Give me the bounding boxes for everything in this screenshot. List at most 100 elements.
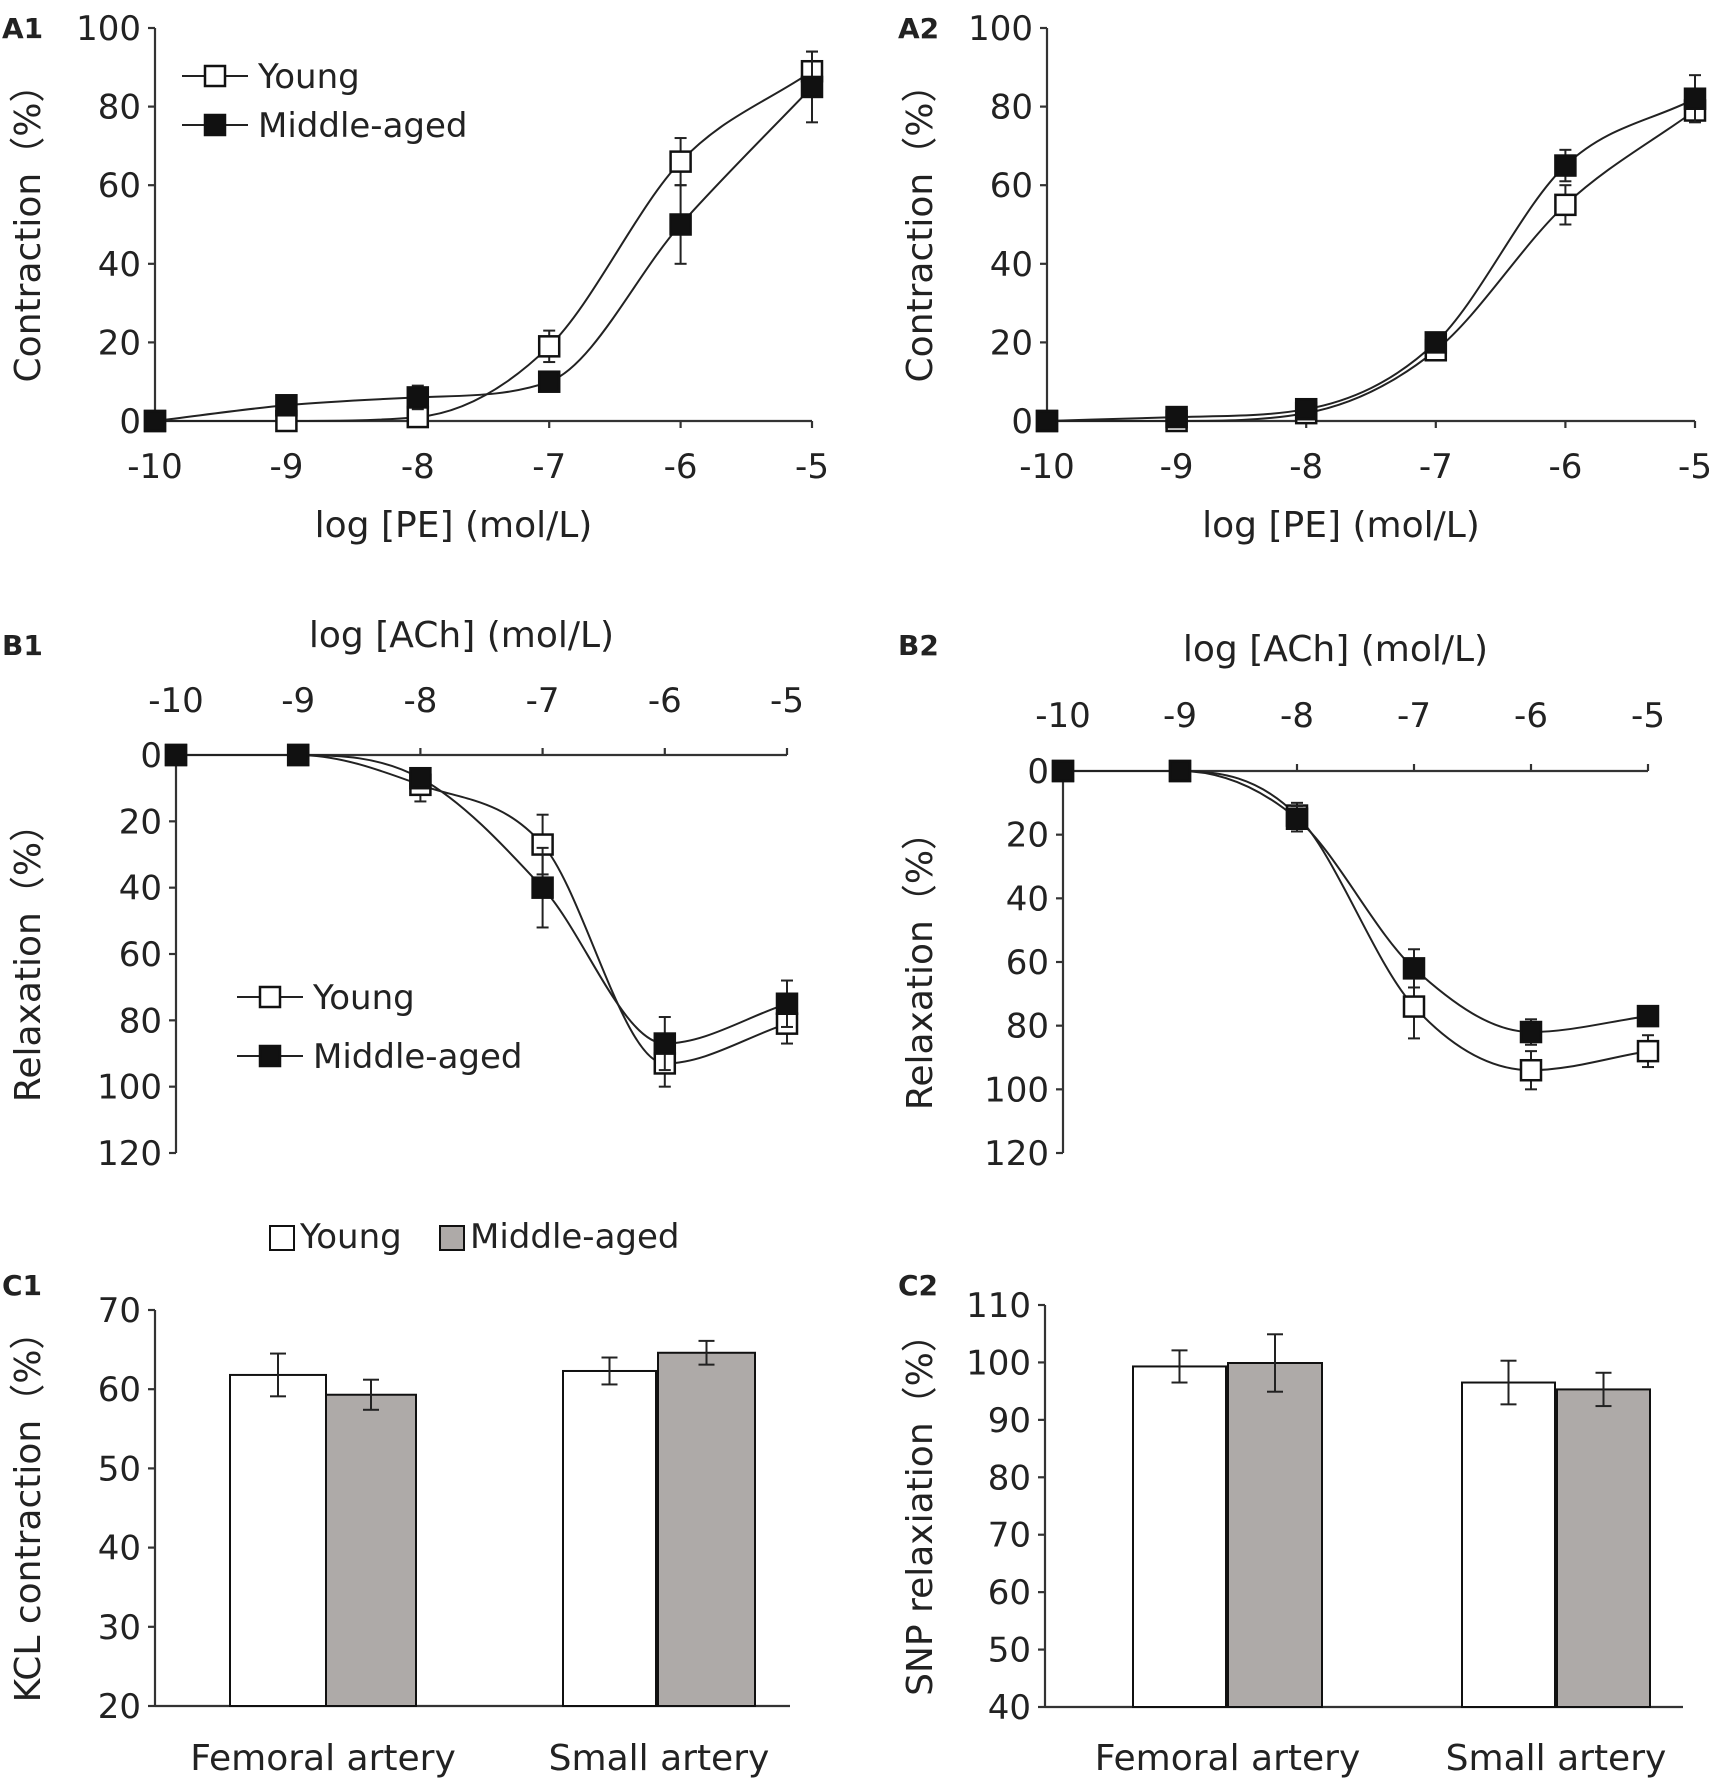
x-tick-label: -6 bbox=[648, 681, 682, 721]
x-tick-label: -7 bbox=[532, 447, 566, 487]
bar-middle-aged bbox=[657, 1351, 756, 1707]
panel-label-B1: B1 bbox=[2, 629, 43, 662]
chart-B2: B2 0 20 40 60 80 100 120 -10 -9 -8 -7 -6 -5 log [ACh] … bbox=[898, 629, 1665, 1174]
data-point bbox=[1285, 807, 1309, 830]
series-middle-aged bbox=[143, 50, 824, 433]
y-tick-label: 100 bbox=[76, 9, 141, 49]
x-tick-label: -9 bbox=[1163, 696, 1197, 736]
series-curve bbox=[176, 753, 788, 1065]
panel-label-C1: C1 bbox=[2, 1269, 42, 1302]
legend-label: Middle-aged bbox=[470, 1217, 680, 1257]
series-middle-aged bbox=[1035, 74, 1707, 433]
data-point bbox=[653, 1032, 677, 1055]
legend-label: Young bbox=[257, 57, 360, 97]
y-tick-label: 0 bbox=[140, 736, 162, 776]
y-tick-label: 110 bbox=[966, 1286, 1031, 1326]
data-point bbox=[1519, 1020, 1543, 1044]
y-tick-label: 0 bbox=[1027, 752, 1049, 792]
bar-young bbox=[562, 1369, 657, 1707]
y-tick-label: 60 bbox=[98, 166, 141, 206]
legend-label: Young bbox=[299, 1217, 402, 1257]
x-tick-label: -8 bbox=[1289, 447, 1323, 487]
series-middle-aged bbox=[1051, 759, 1660, 1046]
data-point bbox=[164, 743, 188, 767]
data-point bbox=[1636, 1004, 1660, 1028]
x-tick-label: -10 bbox=[127, 447, 183, 487]
series-young bbox=[164, 743, 799, 1088]
bar-young bbox=[1132, 1365, 1227, 1709]
legend-C1: Young Middle-aged bbox=[269, 1217, 680, 1257]
legend-B1: Young Middle-aged bbox=[237, 978, 523, 1077]
chart-A2: A2 0 20 40 60 80 100 -10 -9 -8 -7 -6 -5 log [PE] (mol… bbox=[898, 9, 1712, 546]
y-tick-label: 20 bbox=[990, 323, 1033, 363]
x-tick-label: -5 bbox=[770, 681, 804, 721]
panel-label-B2: B2 bbox=[898, 629, 939, 662]
y-tick-label: 60 bbox=[98, 1370, 141, 1410]
data-point bbox=[1035, 409, 1059, 433]
x-tick-label: -9 bbox=[281, 681, 315, 721]
data-point bbox=[275, 394, 298, 417]
y-tick-label: 40 bbox=[98, 245, 141, 285]
x-axis-label-B1: log [ACh] (mol/L) bbox=[309, 615, 614, 656]
x-tick-label: -7 bbox=[1397, 696, 1431, 736]
data-point bbox=[1554, 154, 1577, 177]
x-tick-label: -5 bbox=[1631, 696, 1665, 736]
data-point bbox=[1683, 87, 1707, 110]
data-point bbox=[286, 743, 310, 767]
y-tick-label: 20 bbox=[119, 802, 162, 842]
series-curve bbox=[1062, 769, 1649, 1072]
data-point bbox=[669, 213, 692, 236]
y-tick-label: 120 bbox=[97, 1134, 162, 1174]
x-tick-label: -8 bbox=[403, 681, 437, 721]
y-axis-label-B2: Relaxation（%） bbox=[900, 814, 941, 1110]
category-label: Small artery bbox=[549, 1738, 770, 1779]
bar-middle-aged bbox=[325, 1393, 417, 1708]
data-point bbox=[1294, 397, 1318, 421]
data-point bbox=[143, 409, 167, 433]
x-tick-label: -10 bbox=[148, 681, 204, 721]
series-young bbox=[143, 50, 824, 433]
data-point bbox=[1554, 193, 1577, 217]
x-tick-label: -10 bbox=[1035, 696, 1091, 736]
y-axis-label-C2: SNP relaxiation（%） bbox=[900, 1316, 941, 1696]
y-tick-label: 60 bbox=[1006, 943, 1049, 983]
y-tick-label: 40 bbox=[98, 1529, 141, 1569]
y-tick-label: 0 bbox=[1011, 402, 1033, 442]
data-point bbox=[537, 370, 561, 393]
series-curve bbox=[1046, 109, 1696, 423]
legend-swatch bbox=[439, 1225, 465, 1251]
bar-young bbox=[229, 1373, 327, 1707]
chart-A1: A1 0 20 40 60 80 100 -10 -9 -8 -7 -6 -5 log [PE] (mol… bbox=[2, 9, 829, 546]
series-curve bbox=[154, 86, 813, 422]
y-axis-label-C1: KCL contraction（%） bbox=[8, 1314, 49, 1703]
data-point bbox=[531, 876, 554, 899]
bar-middle-aged bbox=[1227, 1362, 1323, 1708]
series-curve bbox=[154, 70, 813, 423]
data-point bbox=[1165, 405, 1188, 429]
x-axis-label-A2: log [PE] (mol/L) bbox=[1202, 505, 1480, 546]
x-tick-label: -10 bbox=[1019, 447, 1075, 487]
bar-young bbox=[1461, 1381, 1556, 1708]
x-tick-label: -7 bbox=[526, 681, 560, 721]
data-point bbox=[1402, 957, 1426, 980]
y-tick-label: 60 bbox=[119, 935, 162, 975]
legend-label: Young bbox=[312, 978, 415, 1018]
chart-C1: C1 20 30 40 50 60 70 KCL contraction（%） Femoral … bbox=[2, 1217, 790, 1779]
y-tick-label: 80 bbox=[1006, 1007, 1049, 1047]
x-tick-label: -8 bbox=[401, 447, 435, 487]
y-tick-label: 100 bbox=[968, 9, 1033, 49]
x-axis-label-A1: log [PE] (mol/L) bbox=[315, 505, 593, 546]
y-tick-label: 0 bbox=[119, 402, 141, 442]
x-tick-label: -8 bbox=[1280, 696, 1314, 736]
legend-swatch bbox=[269, 1225, 295, 1251]
legend-label: Middle-aged bbox=[313, 1037, 523, 1077]
data-point bbox=[1424, 331, 1448, 354]
legend-marker bbox=[258, 1044, 282, 1068]
y-tick-label: 120 bbox=[984, 1134, 1049, 1174]
series-curve bbox=[1046, 97, 1696, 422]
legend-label: Middle-aged bbox=[258, 106, 468, 146]
category-label: Femoral artery bbox=[190, 1738, 456, 1779]
x-tick-label: -6 bbox=[1548, 447, 1582, 487]
y-tick-label: 40 bbox=[1006, 879, 1049, 919]
x-axis-label-B2: log [ACh] (mol/L) bbox=[1183, 629, 1488, 670]
